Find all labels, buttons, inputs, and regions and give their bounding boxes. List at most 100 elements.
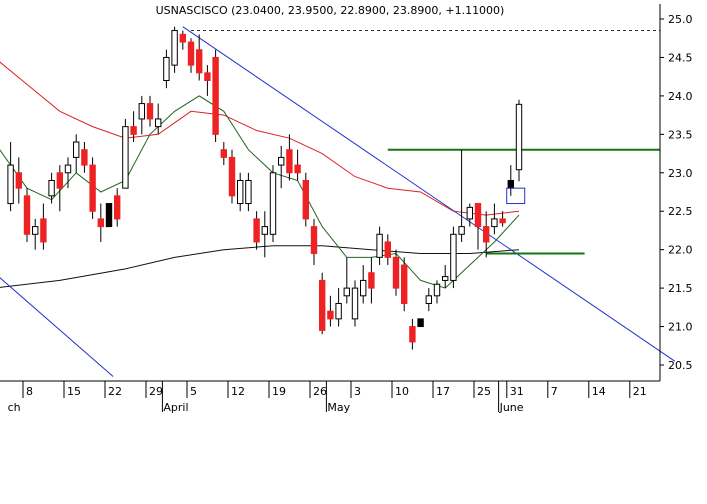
candle-body bbox=[442, 276, 449, 281]
candle-body bbox=[138, 103, 146, 120]
month-label: June bbox=[499, 401, 524, 414]
candle bbox=[360, 265, 367, 304]
candle-body bbox=[81, 149, 88, 166]
ma-mid-line bbox=[0, 61, 520, 216]
candle-body bbox=[466, 206, 474, 220]
price-tick-label: 20.5 bbox=[668, 359, 693, 372]
candle bbox=[114, 188, 121, 227]
candle-body bbox=[450, 233, 457, 281]
date-tick-label: 26 bbox=[313, 385, 327, 398]
month-label: ch bbox=[8, 401, 21, 414]
candle bbox=[237, 172, 244, 212]
candle-body bbox=[228, 156, 236, 197]
price-levels bbox=[191, 30, 660, 255]
candle-body bbox=[499, 218, 506, 224]
candle-body bbox=[351, 287, 359, 320]
candle-body bbox=[73, 141, 80, 158]
candle-body bbox=[32, 226, 39, 235]
candle bbox=[474, 203, 482, 250]
candle-body bbox=[319, 279, 326, 331]
candle-body bbox=[56, 172, 63, 189]
candle bbox=[146, 95, 154, 127]
date-tick-label: 31 bbox=[510, 385, 524, 398]
price-tick-label: 21.5 bbox=[668, 282, 693, 295]
candle bbox=[392, 249, 400, 296]
candle-body bbox=[253, 218, 260, 243]
date-tick-label: 5 bbox=[190, 385, 197, 398]
candle bbox=[442, 265, 449, 289]
candle bbox=[155, 103, 162, 135]
candle bbox=[253, 211, 260, 250]
candle bbox=[245, 172, 252, 212]
candle-body bbox=[187, 41, 195, 66]
candle bbox=[376, 226, 383, 266]
candle bbox=[179, 30, 187, 50]
candle bbox=[507, 165, 515, 196]
candle bbox=[138, 95, 146, 135]
candle-body bbox=[40, 218, 47, 243]
candle-body bbox=[343, 287, 351, 297]
candle-body bbox=[261, 226, 269, 235]
candle-body bbox=[146, 103, 154, 120]
candle-body bbox=[179, 33, 187, 43]
candle-body bbox=[409, 326, 416, 343]
price-axis: 20.5 21.0 21.5 22.0 22.5 23.0 23.5 24.0 24.5 25.0 bbox=[660, 13, 693, 372]
candle-body bbox=[15, 172, 23, 189]
price-tick-label: 24.5 bbox=[668, 51, 693, 64]
candle-body bbox=[483, 226, 490, 243]
candle bbox=[499, 211, 506, 227]
candle bbox=[81, 142, 88, 173]
highlight-box-group bbox=[506, 187, 526, 205]
candle bbox=[48, 172, 55, 204]
candle-body bbox=[474, 203, 482, 228]
candle-body bbox=[294, 164, 301, 174]
candle bbox=[15, 157, 23, 204]
candle-body bbox=[114, 195, 121, 220]
candle-body bbox=[302, 179, 310, 220]
candle bbox=[491, 203, 498, 235]
trendline-1 bbox=[0, 277, 114, 377]
candle-body bbox=[89, 164, 96, 212]
candle-body bbox=[392, 256, 400, 289]
date-tick-label: 12 bbox=[231, 385, 245, 398]
candle-body bbox=[48, 179, 55, 197]
price-tick-label: 22.0 bbox=[668, 244, 693, 257]
candle bbox=[483, 211, 490, 258]
candle bbox=[401, 257, 408, 312]
candle-body bbox=[515, 103, 523, 171]
candle bbox=[7, 142, 14, 212]
date-tick-label: 21 bbox=[633, 385, 647, 398]
candle-body bbox=[491, 218, 498, 228]
candle bbox=[286, 134, 293, 181]
candle bbox=[368, 257, 375, 304]
chart-title: USNASCISCO (23.0400, 23.9500, 22.8900, 2… bbox=[156, 4, 505, 17]
candle-body bbox=[97, 218, 104, 228]
candle-body bbox=[327, 310, 334, 320]
candle-body bbox=[310, 226, 318, 255]
candles bbox=[7, 26, 523, 350]
candle-body bbox=[245, 179, 252, 205]
candle bbox=[64, 157, 72, 189]
candle bbox=[40, 203, 47, 250]
candle-body bbox=[417, 318, 424, 328]
candle bbox=[433, 280, 441, 304]
ma-short-series bbox=[0, 95, 520, 289]
date-tick-label: 17 bbox=[436, 385, 450, 398]
date-axis: 8 15 22 29 5 12 19 26 3 10 17 25 31 7 14 21 ch April May Ju… bbox=[8, 381, 647, 414]
candle-body bbox=[130, 126, 137, 135]
candle-body bbox=[425, 295, 433, 304]
candle bbox=[187, 38, 195, 73]
candle bbox=[97, 203, 104, 242]
candle bbox=[32, 218, 39, 250]
candle bbox=[458, 149, 465, 242]
candle-body bbox=[384, 241, 392, 258]
candle bbox=[269, 165, 277, 242]
candle-body bbox=[376, 233, 383, 258]
candle bbox=[294, 149, 301, 181]
ma-mid-series bbox=[0, 61, 520, 216]
date-tick-label: 3 bbox=[354, 385, 361, 398]
date-tick-label: 8 bbox=[26, 385, 33, 398]
candle bbox=[204, 65, 211, 96]
